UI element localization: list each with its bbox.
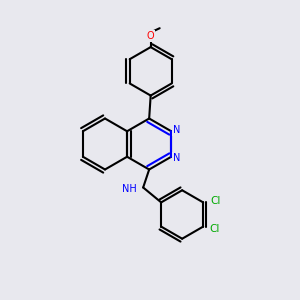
Text: NH: NH xyxy=(122,184,136,194)
Text: O: O xyxy=(147,31,154,41)
Text: N: N xyxy=(173,125,180,135)
Text: Cl: Cl xyxy=(211,196,221,206)
Text: N: N xyxy=(173,153,180,163)
Text: Cl: Cl xyxy=(210,224,220,234)
